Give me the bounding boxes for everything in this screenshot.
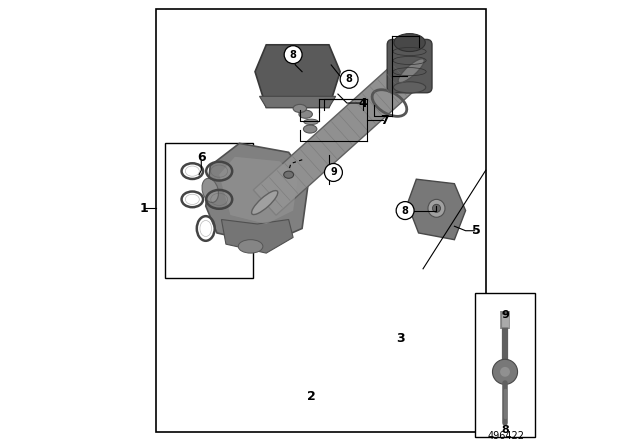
Ellipse shape [252,190,278,215]
Polygon shape [260,96,335,108]
Text: 8: 8 [346,74,353,84]
Circle shape [324,164,342,181]
Ellipse shape [299,110,312,118]
Text: 2: 2 [307,390,316,403]
Bar [165,143,253,278]
Ellipse shape [303,125,317,133]
Circle shape [340,70,358,88]
Text: 8: 8 [290,50,296,60]
Text: 496422: 496422 [488,431,524,441]
Polygon shape [205,143,308,244]
FancyBboxPatch shape [387,39,432,93]
Text: 8: 8 [402,206,408,215]
Text: 4: 4 [358,96,367,110]
Polygon shape [407,179,465,240]
Ellipse shape [202,178,218,202]
Ellipse shape [428,199,445,217]
Ellipse shape [238,240,263,253]
Ellipse shape [394,82,426,93]
Text: 7: 7 [381,113,389,127]
Text: 1: 1 [140,202,148,215]
Text: 9: 9 [501,310,509,320]
Ellipse shape [293,104,307,112]
Ellipse shape [433,204,440,212]
Ellipse shape [284,171,294,178]
Polygon shape [255,45,340,108]
Ellipse shape [394,34,425,52]
Text: 6: 6 [197,151,205,164]
Circle shape [284,46,302,64]
Text: 5: 5 [472,224,480,237]
Ellipse shape [304,119,318,125]
Polygon shape [253,58,422,215]
Polygon shape [221,220,293,253]
Circle shape [396,202,414,220]
Bar [156,9,486,432]
Text: 3: 3 [396,332,405,345]
Text: 8: 8 [501,425,509,435]
Ellipse shape [398,59,424,83]
Circle shape [493,359,518,384]
Polygon shape [219,157,298,224]
Text: 9: 9 [330,168,337,177]
Bar [474,293,535,437]
Ellipse shape [500,367,510,377]
